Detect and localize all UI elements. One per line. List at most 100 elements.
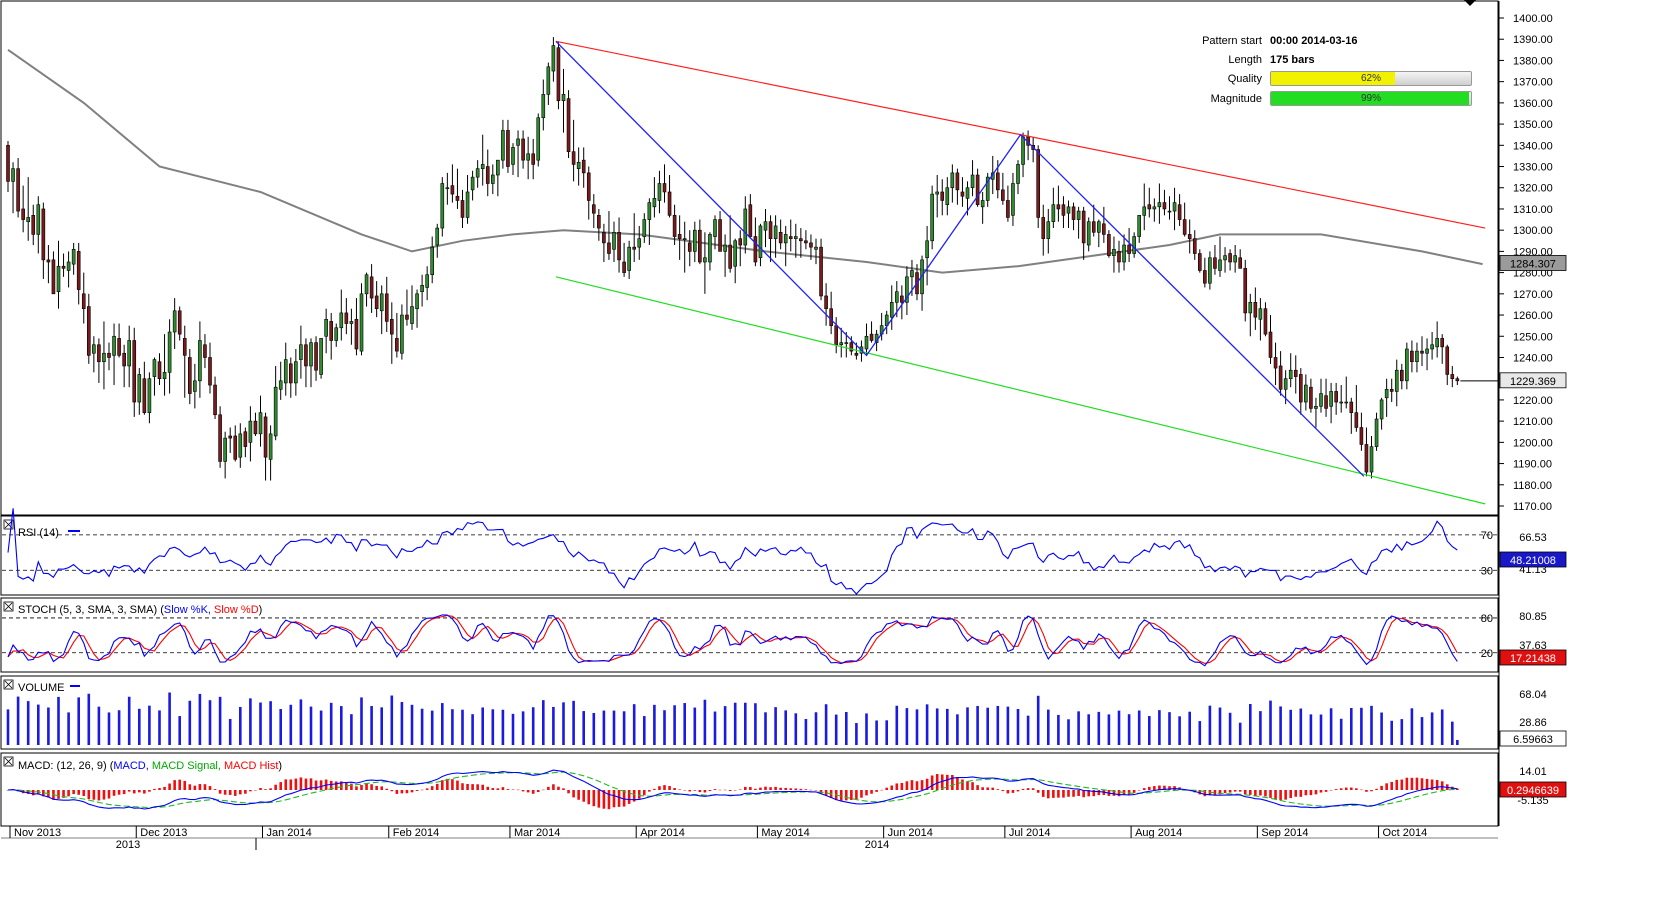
candle-body: [970, 174, 975, 189]
macd-hist-bar: [350, 783, 353, 790]
month-label: Mar 2014: [514, 827, 560, 839]
candle-body: [369, 276, 374, 299]
macd-hist-bar: [577, 790, 580, 800]
volume-bar: [329, 702, 333, 745]
volume-bar-last: [1456, 740, 1459, 745]
candle-body: [87, 306, 91, 356]
candle-body: [193, 380, 197, 392]
candle-body: [470, 176, 475, 191]
macd-hist-bar: [880, 789, 883, 791]
candle-body: [107, 352, 111, 358]
quality-label: Quality: [1227, 73, 1262, 85]
candle-body: [389, 318, 394, 335]
volume-bar: [501, 709, 505, 745]
macd-hist-bar: [617, 790, 621, 807]
volume-bar: [299, 699, 303, 745]
volume-bar: [1238, 722, 1242, 745]
candle-body: [157, 361, 162, 379]
macd-hist-bar: [1153, 786, 1156, 790]
candle-body: [687, 242, 692, 252]
macd-hist-bar: [31, 790, 35, 796]
price-tick-label: 1240.00: [1513, 352, 1553, 364]
candle-body: [677, 234, 682, 239]
current-price-label: 1229.369: [1510, 376, 1556, 388]
volume-bar: [582, 711, 585, 745]
stoch-close-paren: ): [259, 604, 263, 616]
candle-body: [602, 231, 606, 244]
candle-body: [1435, 338, 1439, 348]
candle-body: [556, 47, 561, 102]
candle-body: [763, 221, 768, 231]
candle-body: [66, 261, 71, 271]
volume-bar: [895, 705, 899, 745]
candle-body: [819, 246, 823, 297]
volume-bar: [1420, 717, 1424, 745]
candle-body: [1142, 206, 1147, 216]
candle-body: [1299, 374, 1303, 403]
volume-bar: [1006, 706, 1010, 745]
candle-body: [622, 261, 626, 273]
volume-bar: [774, 707, 777, 745]
volume-bar: [380, 707, 383, 745]
macd-hist-bar: [1168, 786, 1171, 790]
macd-hist-bar: [1077, 790, 1080, 796]
macd-hist-bar: [223, 790, 227, 795]
macd-hist-bar: [1006, 790, 1010, 794]
candle-body: [1172, 202, 1177, 212]
candle-body: [980, 200, 985, 208]
macd-hist-bar: [112, 790, 116, 796]
candle-body: [925, 240, 929, 259]
volume-bar: [16, 696, 20, 745]
macd-hist-bar: [1163, 785, 1166, 790]
candle-body: [728, 244, 732, 269]
macd-hist-bar: [400, 790, 404, 794]
candle-body: [1319, 393, 1323, 407]
candle-body: [652, 198, 657, 208]
macd-hist-bar: [607, 790, 611, 810]
volume-bar: [1370, 705, 1373, 745]
candle-body: [97, 344, 101, 363]
candle-body: [41, 208, 46, 261]
macd-hist-bar: [845, 790, 848, 801]
volume-value-label-box: [1499, 730, 1567, 747]
candle-body: [26, 217, 31, 222]
macd-hist-bar: [744, 786, 747, 790]
candle-body: [203, 344, 207, 358]
candle-body: [692, 229, 697, 252]
macd-hist-bar: [804, 789, 808, 790]
macd-hist-bar: [703, 790, 707, 793]
volume-bar: [481, 707, 484, 745]
macd-hist-bar: [839, 790, 843, 801]
macd-hist-bar: [355, 786, 358, 790]
candle-body: [708, 234, 712, 263]
macd-hist-bar: [309, 778, 313, 790]
candle-body: [1122, 244, 1126, 263]
volume-bar: [198, 693, 202, 745]
candle-body: [81, 293, 86, 309]
volume-bar: [188, 700, 192, 745]
candle-body: [1405, 348, 1409, 382]
volume-bar: [703, 699, 707, 745]
macd-hist-bar: [900, 782, 904, 790]
candle-body: [243, 431, 248, 447]
candle-body: [278, 380, 283, 390]
macd-hist-bar: [511, 789, 515, 791]
candle-body: [273, 386, 278, 437]
candle-body: [379, 293, 384, 312]
macd-hist-bar: [622, 790, 626, 807]
candle-body: [546, 66, 551, 95]
candle-body: [21, 208, 25, 220]
candle-body: [188, 357, 192, 394]
volume-bar: [834, 714, 838, 745]
macd-hist-bar: [653, 788, 656, 790]
macd-hist-bar: [299, 777, 303, 790]
macd-hist-bar: [1395, 779, 1399, 790]
stoch-axis-label: 37.63: [1519, 640, 1547, 652]
volume-bar: [673, 705, 676, 745]
volume-bar: [713, 711, 717, 745]
volume-bar: [905, 708, 909, 745]
candle-body: [1097, 221, 1101, 233]
volume-bar: [208, 700, 212, 745]
candle-body: [1061, 204, 1066, 216]
